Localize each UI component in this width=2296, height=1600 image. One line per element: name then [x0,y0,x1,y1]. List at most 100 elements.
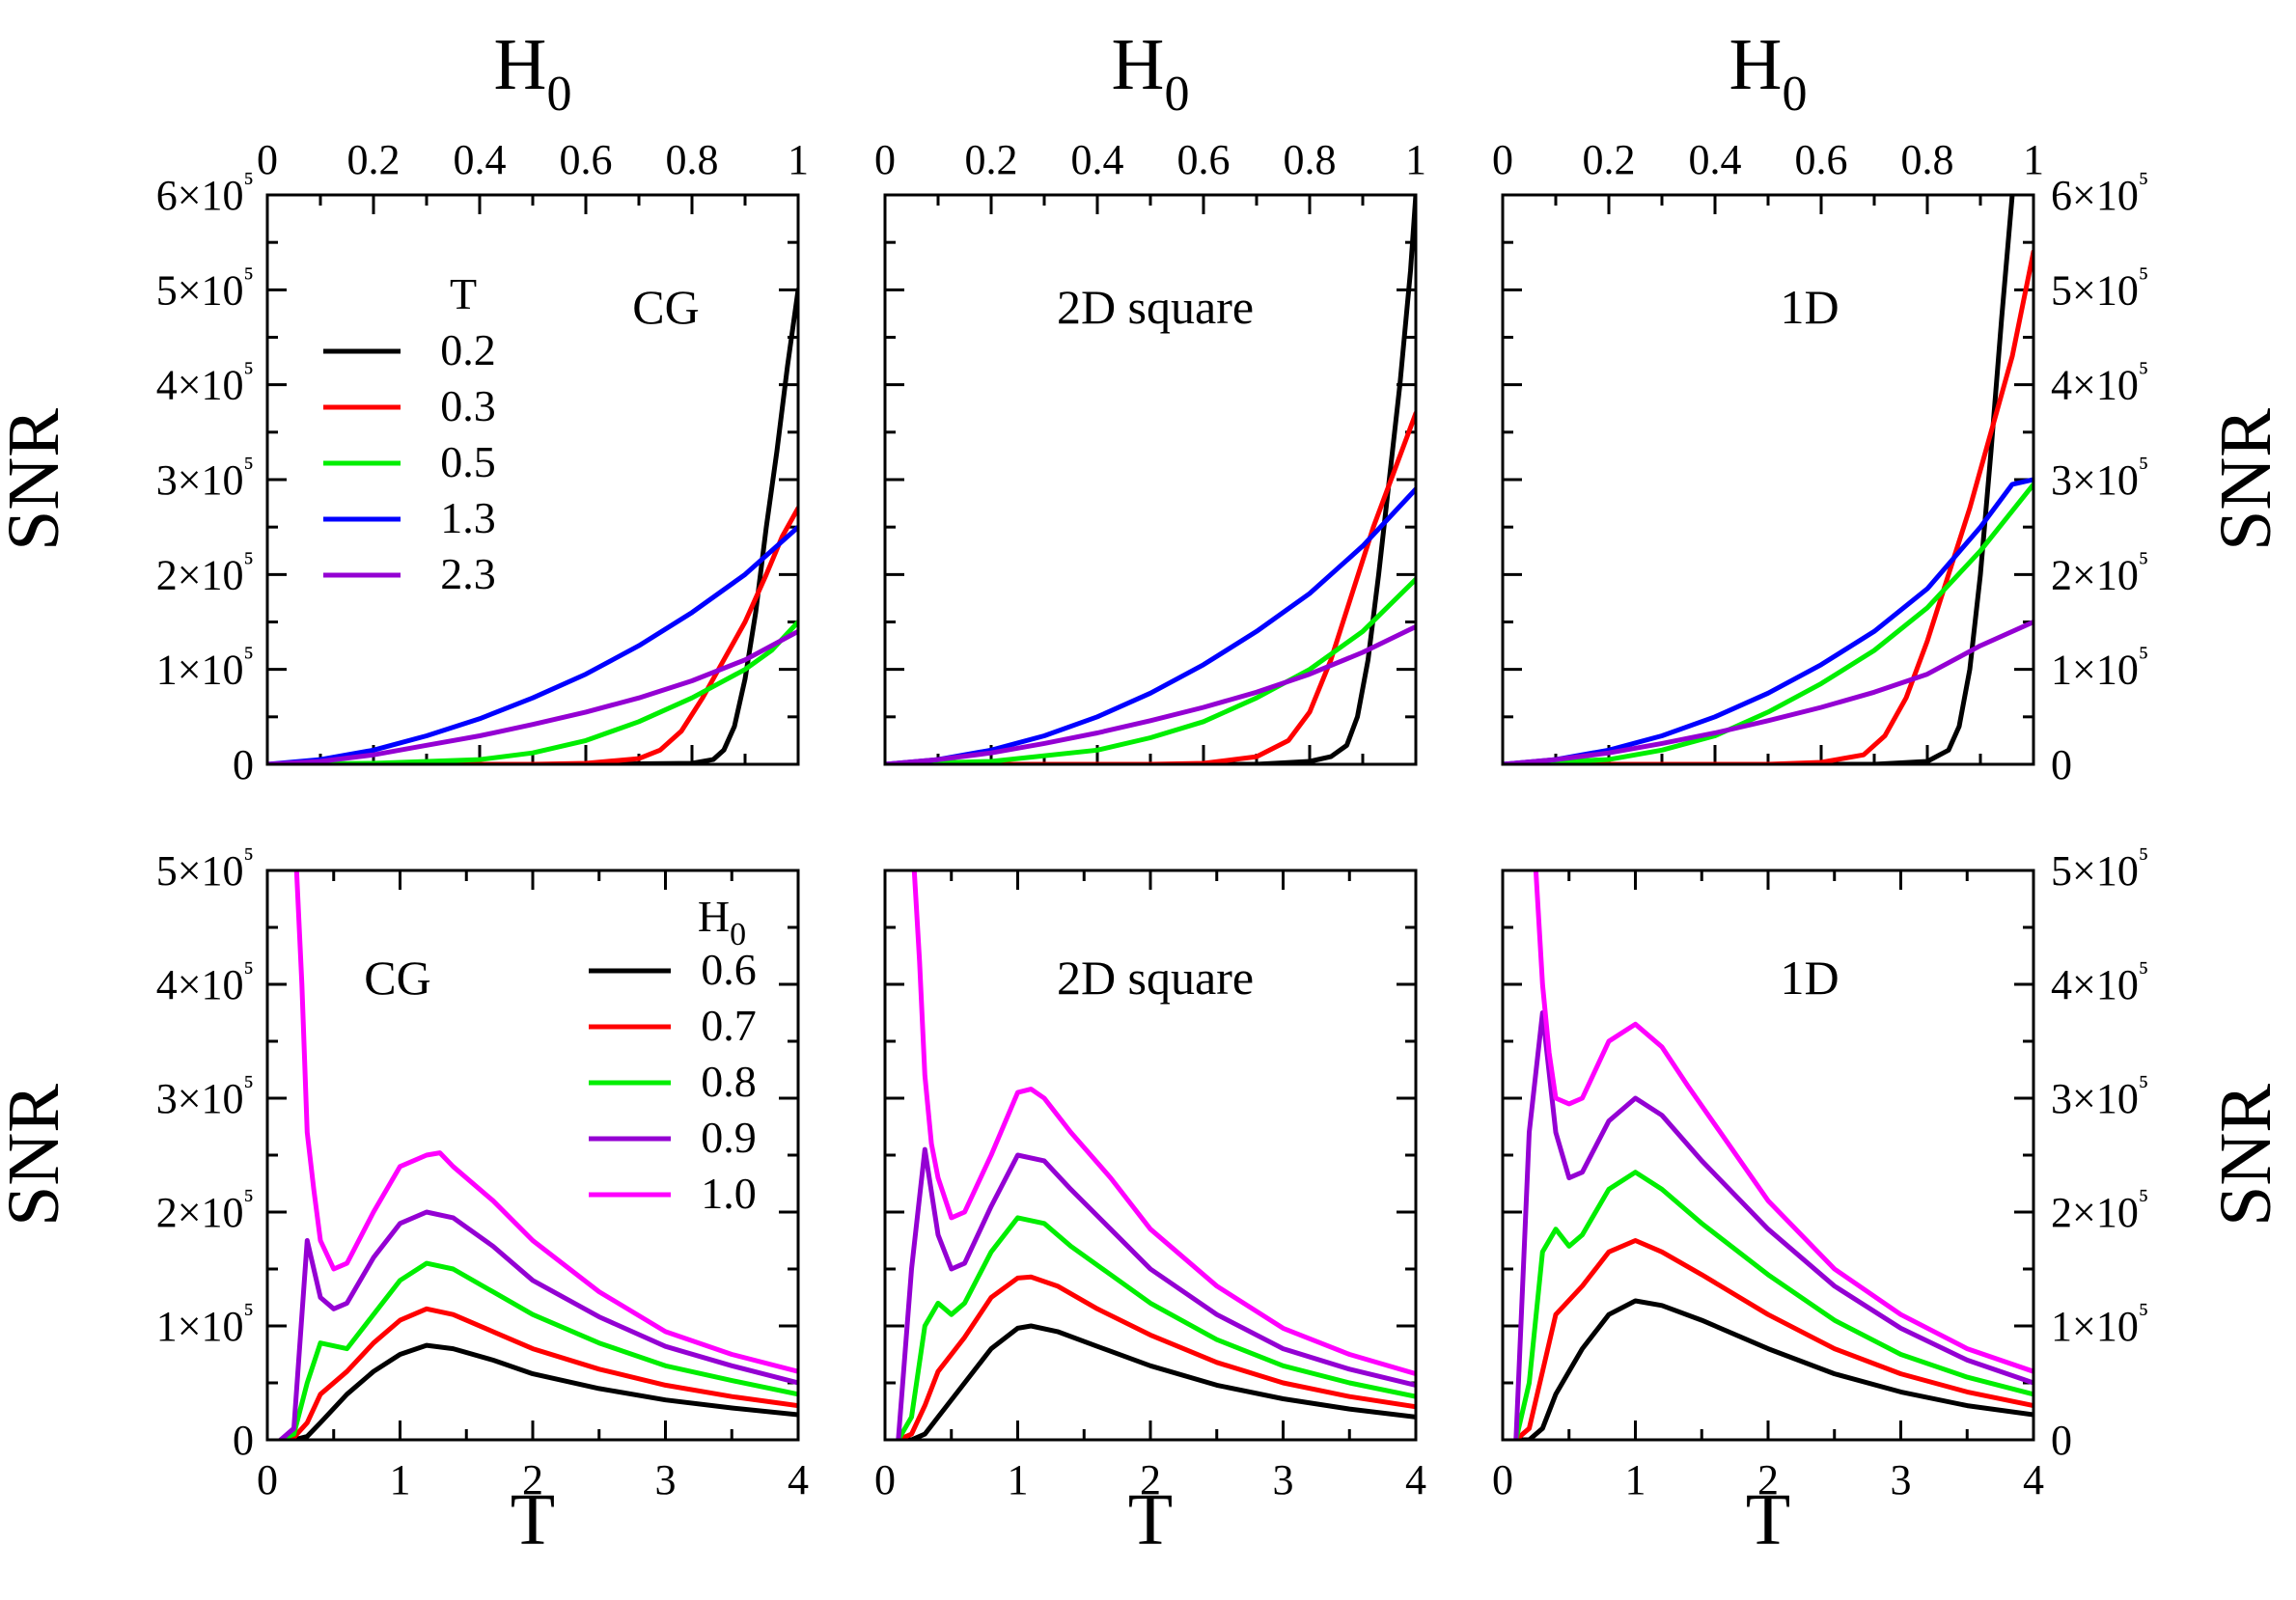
y-tick-label: 2×10⁵ [156,1184,254,1236]
x-tick-label: 4 [788,1456,809,1503]
x-tick-label: 0 [874,1456,896,1503]
x-tick-label: 1 [1625,1456,1646,1503]
series-line-0.9 [278,1209,798,1440]
x-tick-label: 1 [788,136,809,183]
y-tick-label: 3×10⁵ [156,452,254,504]
x-tick-label: 0.4 [1071,136,1124,183]
x-tick-label: 2 [522,1456,543,1503]
series-line-1.0 [1533,870,2033,1374]
legend-title: T [450,269,477,318]
x-tick-label: 2 [1757,1456,1779,1503]
y-tick-label: 1×10⁵ [2051,1298,2148,1350]
x-axis-title: T [1128,1479,1173,1560]
x-tick-label: 0 [1492,1456,1513,1503]
legend-entry: 0.5 [440,437,496,486]
x-tick-label: 1 [1008,1456,1029,1503]
series-line-0.5 [1503,482,2033,764]
panel-label: 2D square [1057,280,1254,334]
panel-label: CG [364,951,430,1005]
y-tick-label: 3×10⁵ [2051,1070,2148,1122]
series-line-1.0 [293,870,798,1374]
y-tick-label: 1×10⁵ [2051,642,2148,694]
y-tick-label: 2×10⁵ [156,546,254,598]
y-tick-label: 5×10⁵ [2051,842,2148,895]
legend: H00.6 0.7 0.8 0.9 1.0 [589,892,757,1218]
series-line-0.2 [1503,195,2015,764]
x-tick-label: 0.8 [666,136,719,183]
y-tick-label: 3×10⁵ [156,1070,254,1122]
series-line-0.8 [896,1215,1416,1440]
series-line-0.7 [278,1306,798,1440]
series-line-0.8 [1513,1170,2033,1440]
series-line-0.7 [1513,1238,2033,1440]
y-tick-label: 5×10⁵ [2051,262,2148,314]
y-axis-title: SNR [2205,1084,2286,1227]
y-tick-label: 4×10⁵ [156,956,254,1008]
panel-top-left: 0 0.2 0.4 0.6 0.8 1 0 1×10⁵ 2×10⁵ 3×10⁵ 4×10⁵ 5×10⁵… [0,24,809,788]
y-tick-label: 2×10⁵ [2051,1184,2148,1236]
x-axis-title: H0 [1729,24,1808,122]
series-line-0.5 [885,576,1416,764]
legend-title: H0 [698,892,746,952]
legend-entry: 1.0 [701,1169,757,1218]
x-tick-label: 0 [874,136,896,183]
series-group [278,870,798,1440]
panel-bottom-left: 0 1 2 3 401×10⁵2×10⁵3×10⁵4×10⁵5×10⁵TSNRCGH00… [0,842,809,1560]
plot-frame [1501,193,2035,766]
y-tick-label: 1×10⁵ [156,1298,254,1350]
y-tick-label: 0 [2051,741,2072,788]
legend: T 0.2 0.3 0.5 1.3 2.3 [323,269,496,598]
panel-label: 1D [1780,280,1839,334]
plot-frame [265,869,800,1442]
series-line-2.3 [267,628,798,764]
series-line-0.3 [1503,249,2033,764]
panel-label: 1D [1780,951,1839,1005]
x-tick-label: 3 [655,1456,677,1503]
x-tick-label: 0.2 [1583,136,1636,183]
y-tick-label: 2×10⁵ [2051,546,2148,598]
legend-entry: 0.7 [701,1001,757,1050]
legend-entry: 0.6 [701,945,757,994]
series-line-0.2 [885,195,1416,764]
y-tick-label: 4×10⁵ [156,357,254,409]
legend-entry: 2.3 [440,549,496,598]
series-line-0.2 [267,287,798,764]
series-line-0.8 [278,1260,798,1440]
legend-entry: 0.9 [701,1113,757,1162]
x-tick-label: 1 [1405,136,1426,183]
y-tick-label: 0 [2051,1417,2072,1464]
y-tick-label: 5×10⁵ [156,262,254,314]
x-tick-label: 0 [257,136,278,183]
y-tick-label: 1×10⁵ [156,642,254,694]
x-tick-label: 0.6 [560,136,613,183]
x-tick-label: 0.2 [965,136,1018,183]
x-tick-label: 4 [1405,1456,1426,1503]
x-tick-label: 0.8 [1901,136,1954,183]
x-tick-label: 0.4 [1689,136,1742,183]
legend-entry: 0.8 [701,1057,757,1106]
x-axis-title: T [511,1479,555,1560]
series-line-0.7 [896,1274,1416,1440]
x-tick-label: 0.4 [454,136,507,183]
series-group [896,870,1416,1440]
panel-top-middle: 0 0.2 0.4 0.6 0.8 1 H0 2D square [874,24,1426,766]
legend-entry: 1.3 [440,493,496,542]
series-line-2.3 [1503,620,2033,764]
x-tick-label: 0 [1492,136,1513,183]
legend-entry: 0.2 [440,325,496,374]
y-tick-label: 6×10⁵ [156,167,254,219]
series-group [1503,195,2033,764]
series-line-0.6 [896,1323,1416,1440]
x-tick-label: 3 [1891,1456,1912,1503]
series-group [267,287,798,764]
x-tick-label: 4 [2023,1456,2044,1503]
x-axis-title: H0 [1112,24,1190,122]
series-line-1.0 [911,870,1416,1377]
series-group [1513,870,2033,1440]
plot-frame [883,869,1418,1442]
y-tick-label: 5×10⁵ [156,842,254,895]
plot-frame [1501,869,2035,1442]
y-tick-label: 4×10⁵ [2051,357,2148,409]
